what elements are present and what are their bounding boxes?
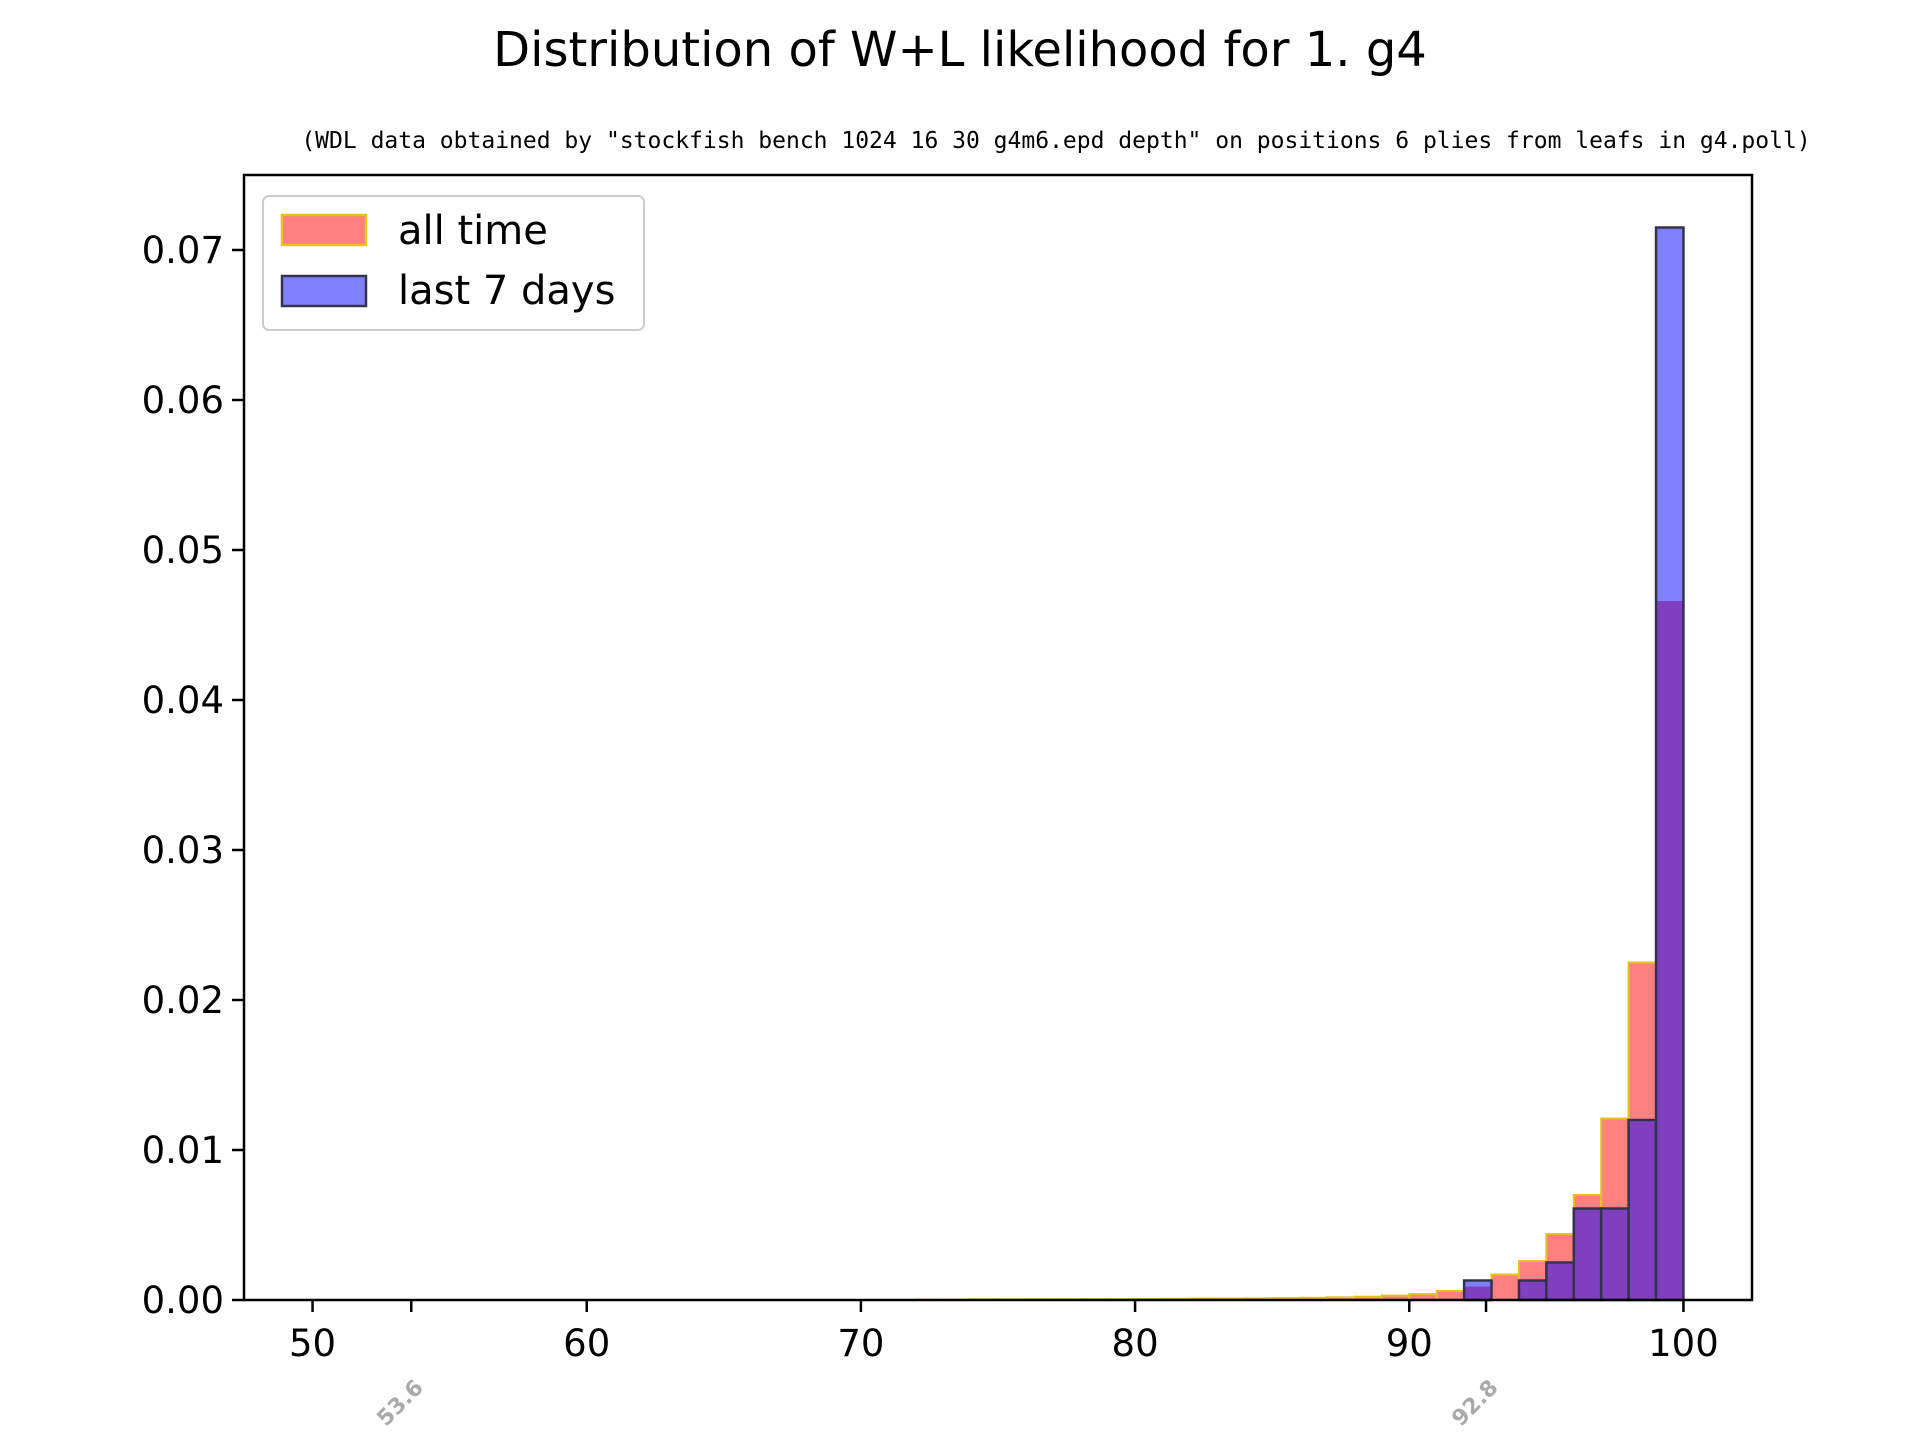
y-tick-label: 0.07 [142,229,224,272]
x-tick-label: 50 [289,1322,336,1365]
bars-layer [914,226,1685,1302]
x-tick-label: 90 [1386,1322,1433,1365]
bar-overlap [1546,1262,1574,1300]
legend-swatch-last-7-days [280,274,368,308]
bar-last-7-days-top [1464,1280,1492,1287]
y-tick-label: 0.06 [142,379,224,422]
bar-overlap [1656,601,1684,1300]
bar-overlap [1464,1286,1492,1300]
bar-all-time [1490,1273,1520,1301]
y-tick-label: 0.05 [142,529,224,572]
x-tick-label: 80 [1112,1322,1159,1365]
chart-subtitle: (WDL data obtained by "stockfish bench 1… [301,128,1810,154]
plot-frame [242,173,1754,1302]
x-tick-label: 100 [1648,1322,1719,1365]
bar-overlap [1518,1280,1547,1300]
y-tick-label: 0.02 [142,979,224,1022]
marker-label: 53.6 [373,1375,429,1431]
legend-swatch-all-time [280,213,368,247]
axes-layer: 0.00 0.01 0.02 0.03 0.04 0.05 0.06 0.07 50 60 70 80… [142,229,1719,1431]
bar-last-7-days-top [1656,227,1684,601]
bar-overlap [1601,1208,1629,1300]
bar-overlap [1628,1120,1657,1300]
chart-title: Distribution of W+L likelihood for 1. g4 [493,22,1427,78]
legend-label-all-time: all time [398,208,548,254]
bar-overlap [1573,1208,1602,1300]
y-tick-label: 0.03 [142,829,224,872]
x-tick-label: 60 [563,1322,610,1365]
y-tick-label: 0.04 [142,679,224,722]
bar-all-time [1435,1290,1466,1301]
legend-label-last-7-days: last 7 days [398,268,615,314]
x-tick-label: 70 [837,1322,884,1365]
y-tick-label: 0.00 [142,1279,224,1322]
marker-label: 92.8 [1447,1375,1503,1431]
legend: all time last 7 days [262,195,645,331]
y-tick-label: 0.01 [142,1129,224,1172]
